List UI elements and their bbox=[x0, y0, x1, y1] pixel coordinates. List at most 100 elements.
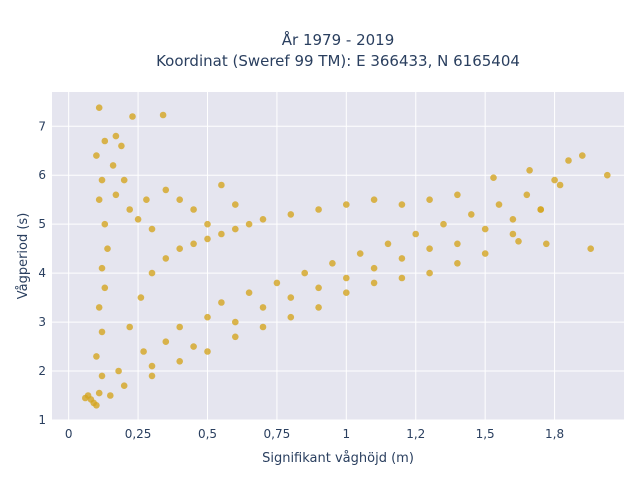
data-point bbox=[176, 196, 183, 203]
data-point bbox=[118, 142, 125, 150]
data-point bbox=[93, 353, 100, 360]
data-point bbox=[129, 113, 136, 120]
data-point bbox=[98, 372, 106, 380]
data-point bbox=[107, 392, 114, 399]
data-point bbox=[537, 206, 544, 213]
data-point bbox=[245, 220, 253, 228]
y-tick-label: 7 bbox=[38, 119, 46, 133]
data-point bbox=[204, 220, 211, 228]
data-point bbox=[343, 201, 350, 208]
data-point bbox=[398, 274, 406, 282]
data-point bbox=[126, 323, 133, 331]
data-point bbox=[273, 279, 281, 287]
data-point bbox=[495, 201, 503, 208]
x-tick-labels: 0 0,25 0,5 0,75 1 1,2 1,5 1,8 bbox=[65, 427, 564, 441]
data-point bbox=[543, 240, 550, 248]
data-point bbox=[159, 111, 167, 119]
data-point bbox=[481, 225, 489, 233]
data-point bbox=[384, 240, 392, 248]
x-tick-label: 0,5 bbox=[198, 427, 217, 441]
data-point bbox=[232, 318, 239, 326]
data-point bbox=[523, 191, 531, 199]
data-point bbox=[343, 289, 350, 297]
data-point bbox=[190, 240, 197, 248]
data-point bbox=[93, 402, 100, 409]
data-point bbox=[301, 269, 309, 277]
data-point bbox=[148, 362, 156, 370]
data-point bbox=[398, 201, 406, 208]
data-point bbox=[162, 186, 170, 194]
y-tick-labels: 1 2 3 4 5 6 7 bbox=[38, 119, 46, 427]
x-tick-label: 1,2 bbox=[406, 427, 425, 441]
y-tick-label: 6 bbox=[38, 168, 46, 182]
data-point bbox=[579, 152, 586, 159]
data-point bbox=[259, 304, 267, 311]
data-point bbox=[204, 313, 211, 321]
data-point bbox=[148, 269, 156, 277]
data-point bbox=[148, 225, 156, 233]
data-point bbox=[587, 245, 594, 252]
data-point bbox=[315, 304, 322, 311]
y-tick-label: 4 bbox=[38, 266, 46, 280]
data-points bbox=[82, 104, 611, 409]
data-point bbox=[95, 389, 103, 397]
data-point bbox=[315, 206, 322, 213]
data-point bbox=[104, 245, 111, 252]
data-point bbox=[232, 225, 239, 233]
data-point bbox=[98, 264, 106, 272]
data-point bbox=[245, 289, 253, 297]
data-point bbox=[370, 279, 378, 287]
data-point bbox=[95, 104, 103, 111]
data-point bbox=[426, 269, 433, 277]
data-point bbox=[101, 220, 109, 228]
data-point bbox=[604, 171, 611, 179]
data-point bbox=[556, 181, 564, 189]
data-point bbox=[218, 181, 225, 189]
data-point bbox=[287, 313, 295, 321]
data-point bbox=[454, 260, 461, 267]
data-point bbox=[134, 216, 142, 223]
data-point bbox=[218, 299, 225, 306]
data-point bbox=[287, 211, 295, 218]
data-point bbox=[93, 152, 100, 159]
data-point bbox=[343, 274, 350, 282]
chart-title: År 1979 - 2019 bbox=[282, 30, 395, 49]
data-point bbox=[190, 206, 197, 213]
data-point bbox=[143, 196, 150, 203]
y-tick-label: 1 bbox=[38, 413, 46, 427]
data-point bbox=[356, 250, 364, 257]
data-point bbox=[190, 343, 197, 350]
y-tick-label: 3 bbox=[38, 315, 46, 329]
data-point bbox=[259, 216, 267, 223]
data-point bbox=[95, 304, 103, 311]
data-point bbox=[112, 191, 120, 199]
data-point bbox=[137, 294, 145, 301]
x-tick-label: 0,25 bbox=[125, 427, 152, 441]
x-tick-label: 0 bbox=[65, 427, 73, 441]
data-point bbox=[162, 255, 170, 262]
x-tick-label: 1 bbox=[343, 427, 351, 441]
data-point bbox=[440, 220, 447, 228]
grid-lines bbox=[52, 92, 624, 421]
data-point bbox=[509, 230, 517, 238]
x-tick-label: 0,75 bbox=[264, 427, 291, 441]
data-point bbox=[140, 348, 147, 355]
data-point bbox=[426, 245, 433, 252]
x-tick-label: 1,8 bbox=[545, 427, 564, 441]
data-point bbox=[204, 348, 211, 355]
data-point bbox=[204, 235, 211, 243]
data-point bbox=[315, 284, 322, 292]
data-point bbox=[176, 245, 183, 252]
data-point bbox=[515, 238, 522, 245]
data-point bbox=[454, 240, 461, 248]
x-tick-label: 1,5 bbox=[476, 427, 495, 441]
data-point bbox=[426, 196, 433, 203]
data-point bbox=[287, 294, 295, 301]
data-point bbox=[551, 176, 558, 184]
data-point bbox=[232, 333, 239, 341]
data-point bbox=[109, 162, 117, 169]
data-point bbox=[412, 230, 420, 238]
data-point bbox=[398, 255, 406, 262]
data-point bbox=[490, 174, 497, 181]
